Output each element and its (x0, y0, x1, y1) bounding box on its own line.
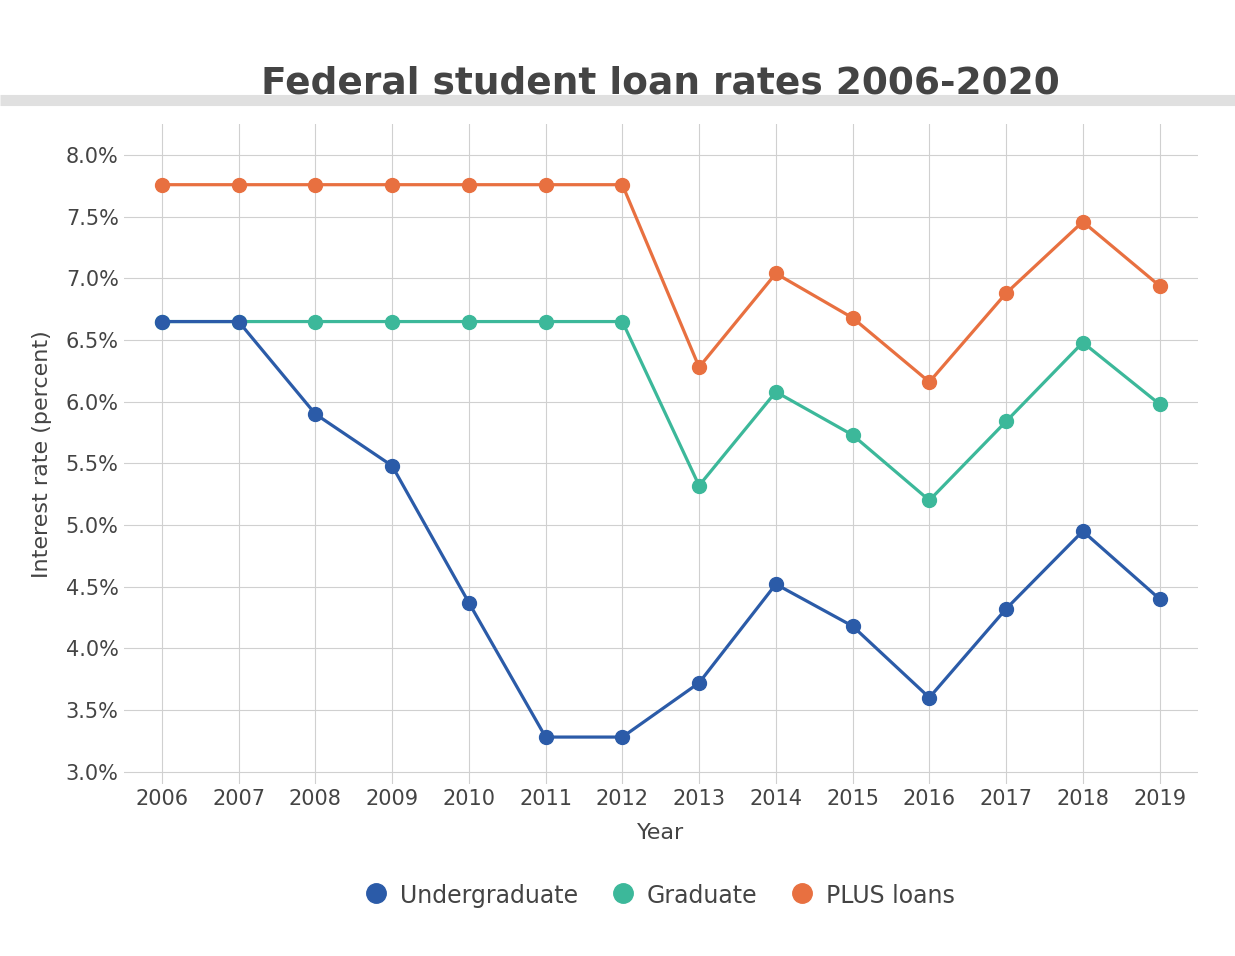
PLUS loans (154, 179, 169, 190)
Undergraduate (845, 620, 860, 632)
Graduate (1152, 399, 1167, 410)
PLUS loans (384, 179, 399, 190)
Line: PLUS loans: PLUS loans (154, 178, 1167, 389)
Graduate (462, 315, 477, 327)
PLUS loans (845, 312, 860, 323)
Title: Federal student loan rates 2006-2020: Federal student loan rates 2006-2020 (262, 66, 1060, 101)
Undergraduate (768, 578, 783, 590)
Undergraduate (154, 315, 169, 327)
Line: Graduate: Graduate (154, 315, 1167, 508)
Graduate (384, 315, 399, 327)
PLUS loans (692, 361, 706, 373)
Undergraduate (231, 315, 246, 327)
PLUS loans (999, 288, 1014, 299)
Graduate (154, 315, 169, 327)
PLUS loans (1076, 216, 1091, 228)
Undergraduate (1076, 526, 1091, 537)
Undergraduate (692, 677, 706, 688)
Undergraduate (1152, 594, 1167, 605)
Undergraduate (462, 597, 477, 608)
PLUS loans (615, 179, 630, 190)
Graduate (615, 315, 630, 327)
Line: Undergraduate: Undergraduate (154, 315, 1167, 744)
PLUS loans (1152, 280, 1167, 292)
Undergraduate (999, 603, 1014, 615)
Graduate (999, 416, 1014, 427)
Graduate (538, 315, 553, 327)
PLUS loans (538, 179, 553, 190)
Graduate (692, 480, 706, 491)
Undergraduate (538, 731, 553, 743)
Graduate (231, 315, 246, 327)
X-axis label: Year: Year (637, 823, 684, 842)
Undergraduate (615, 731, 630, 743)
Y-axis label: Interest rate (percent): Interest rate (percent) (32, 330, 52, 578)
PLUS loans (768, 268, 783, 279)
PLUS loans (308, 179, 322, 190)
PLUS loans (921, 377, 936, 388)
PLUS loans (231, 179, 246, 190)
PLUS loans (462, 179, 477, 190)
Graduate (768, 386, 783, 398)
Graduate (1076, 337, 1091, 348)
Undergraduate (308, 408, 322, 420)
Legend: Undergraduate, Graduate, PLUS loans: Undergraduate, Graduate, PLUS loans (357, 875, 965, 917)
Undergraduate (921, 692, 936, 704)
Undergraduate (384, 460, 399, 471)
Graduate (308, 315, 322, 327)
Graduate (921, 494, 936, 506)
Graduate (845, 429, 860, 441)
